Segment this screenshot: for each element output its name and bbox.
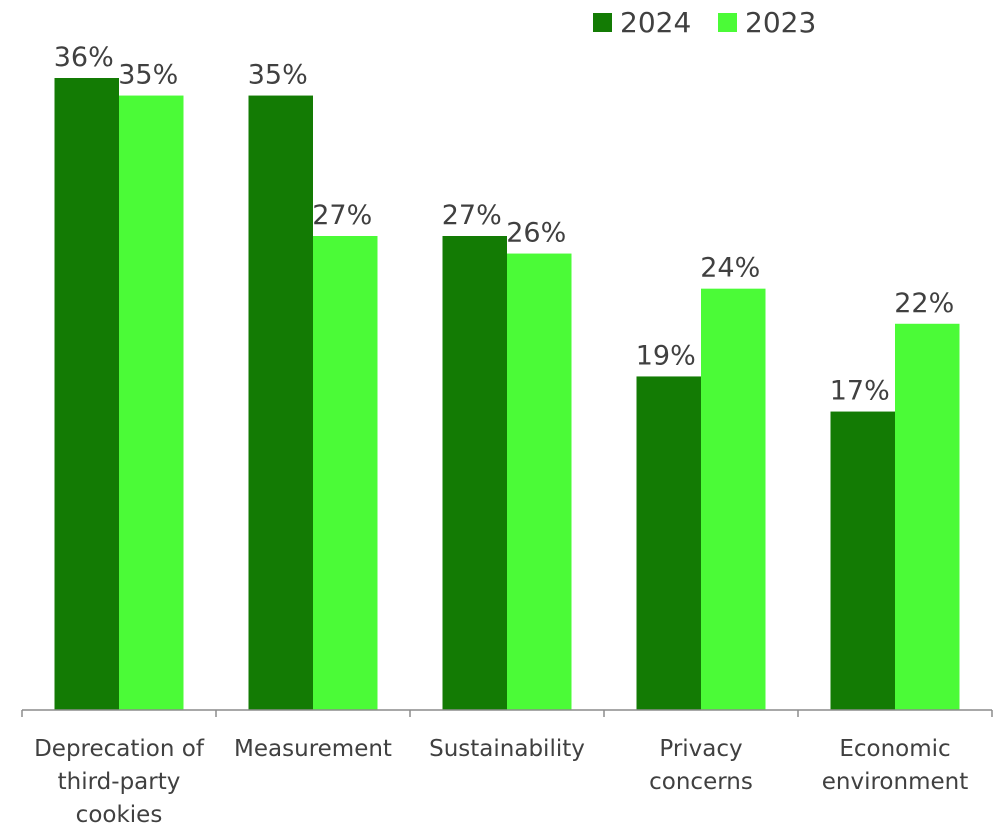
value-label-2023-1: 27% xyxy=(312,200,372,231)
value-label-2023-4: 22% xyxy=(894,288,954,319)
category-label-4-line-0: Economic xyxy=(839,736,950,762)
legend-label-2023: 2023 xyxy=(745,6,816,39)
bar-2024-0 xyxy=(54,78,119,710)
bar-2023-4 xyxy=(895,323,960,710)
category-label-3-line-0: Privacy xyxy=(659,736,742,762)
value-label-2024-1: 35% xyxy=(248,60,308,91)
bar-2024-1 xyxy=(248,95,313,711)
value-label-2023-0: 35% xyxy=(118,60,178,91)
value-label-2024-0: 36% xyxy=(54,42,114,73)
value-labels-group: 36%35% 35%27% 27%26%19%24%17%22% xyxy=(54,42,955,407)
legend-swatch-2024 xyxy=(593,13,612,32)
bar-2023-3 xyxy=(701,288,766,710)
category-label-2-line-0: Sustainability xyxy=(429,736,585,762)
category-label-0-line-1: third-party xyxy=(58,769,181,795)
category-label-0-line-0: Deprecation of xyxy=(34,736,205,762)
legend: 2024 2023 xyxy=(593,6,816,39)
category-label-4-line-1: environment xyxy=(822,769,968,795)
category-label-3-line-1: concerns xyxy=(649,769,753,795)
value-label-2024-3: 19% xyxy=(636,340,696,371)
bar-2023-0 xyxy=(119,95,184,711)
bar-2023-2 xyxy=(507,253,572,711)
value-label-2023-2: 26% xyxy=(506,218,566,249)
bars-group xyxy=(54,78,960,711)
value-label-2024-2: 27% xyxy=(442,200,502,231)
legend-swatch-2023 xyxy=(718,13,737,32)
bar-2024-4 xyxy=(830,411,895,710)
value-label-2023-3: 24% xyxy=(700,253,760,284)
category-labels-group: Deprecation of third-party cookies Measurem… xyxy=(34,736,968,828)
x-axis xyxy=(21,709,993,717)
bar-2024-3 xyxy=(636,376,701,710)
value-label-2024-4: 17% xyxy=(830,376,890,407)
category-label-1-line-0: Measurement xyxy=(234,736,392,762)
category-label-0-line-2: cookies xyxy=(76,802,163,828)
bar-2024-2 xyxy=(442,236,507,710)
bar-2023-1 xyxy=(313,236,378,710)
legend-label-2024: 2024 xyxy=(620,6,691,39)
